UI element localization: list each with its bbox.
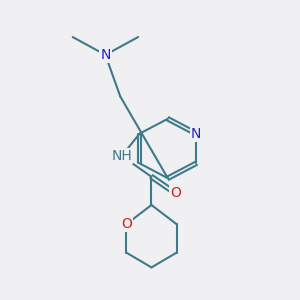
Text: O: O <box>170 186 181 200</box>
Text: NH: NH <box>111 149 132 163</box>
Text: O: O <box>121 217 132 231</box>
Text: N: N <box>191 127 201 141</box>
Text: N: N <box>100 48 111 62</box>
